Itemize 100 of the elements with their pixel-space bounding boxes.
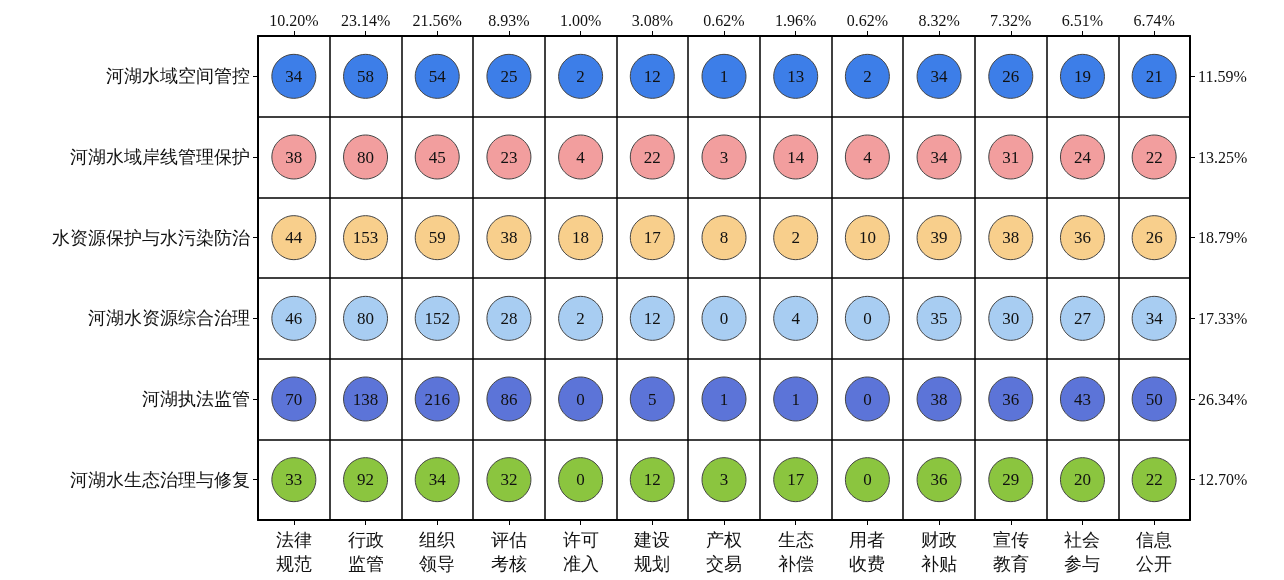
x-tick-label: 评估考核 bbox=[490, 530, 527, 574]
text: 1.00% bbox=[559, 11, 602, 29]
data-label: 44 bbox=[285, 228, 303, 248]
data-label: 34 bbox=[930, 66, 949, 86]
y-tick-label: 水资源保护与水污染防治 bbox=[52, 227, 250, 248]
data-label: 18 bbox=[572, 228, 590, 248]
data-label: 43 bbox=[1073, 389, 1091, 409]
data-label: 35 bbox=[930, 308, 948, 328]
data-label: 27 bbox=[1073, 308, 1092, 328]
data-label: 14 bbox=[787, 147, 805, 167]
y-tick-label: 河湖水域空间管控 bbox=[106, 66, 250, 87]
data-label: 22 bbox=[1145, 470, 1163, 490]
x-tick-label: 财政补贴 bbox=[921, 530, 958, 574]
data-label: 34 bbox=[285, 66, 303, 86]
data-label: 22 bbox=[643, 147, 661, 167]
y2-tick-label: 11.59% bbox=[1198, 67, 1247, 85]
x-tick-label: 生态补偿 bbox=[777, 530, 814, 574]
data-label: 70 bbox=[285, 389, 303, 409]
data-label: 0 bbox=[863, 389, 872, 409]
y-tick-label: 河湖水域岸线管理保护 bbox=[70, 147, 250, 167]
data-label: 33 bbox=[285, 470, 303, 490]
x-tick-label: 组织领导 bbox=[419, 530, 456, 574]
data-label: 26 bbox=[1002, 66, 1020, 86]
data-label: 38 bbox=[930, 389, 948, 409]
data-label: 39 bbox=[930, 228, 948, 248]
data-label: 36 bbox=[930, 470, 948, 490]
data-label: 17 bbox=[787, 470, 805, 490]
data-label: 13 bbox=[787, 66, 805, 86]
text: 21.56% bbox=[412, 11, 462, 29]
data-label: 21 bbox=[1145, 66, 1163, 86]
text: 1.96% bbox=[775, 11, 817, 29]
data-label: 30 bbox=[1002, 308, 1020, 328]
y2-tick-label: 26.34% bbox=[1198, 390, 1248, 408]
data-label: 19 bbox=[1073, 66, 1091, 86]
data-label: 3 bbox=[719, 147, 729, 167]
x-tick-label: 用者收费 bbox=[849, 530, 886, 574]
data-label: 36 bbox=[1073, 228, 1091, 248]
text: 23.14% bbox=[340, 11, 391, 29]
data-label: 10 bbox=[858, 228, 876, 248]
text: 6.51% bbox=[1061, 11, 1104, 29]
data-label: 26 bbox=[1145, 228, 1163, 248]
data-label: 38 bbox=[285, 147, 303, 167]
x-tick-label: 信息公开 bbox=[1136, 530, 1173, 574]
y2-tick-label: 12.70% bbox=[1198, 471, 1248, 489]
data-label: 2 bbox=[791, 228, 800, 248]
data-label: 34 bbox=[1145, 308, 1164, 328]
data-label: 80 bbox=[357, 308, 375, 328]
data-label: 23 bbox=[500, 147, 518, 167]
data-label: 4 bbox=[576, 147, 586, 167]
text: 7.32% bbox=[990, 11, 1032, 29]
data-label: 12 bbox=[643, 470, 661, 490]
data-label: 46 bbox=[285, 308, 303, 328]
data-label: 34 bbox=[930, 147, 949, 167]
data-label: 2 bbox=[576, 308, 585, 328]
data-label: 29 bbox=[1002, 470, 1020, 490]
data-label: 54 bbox=[428, 66, 447, 86]
data-label: 138 bbox=[352, 389, 379, 409]
data-label: 45 bbox=[428, 147, 446, 167]
data-label: 31 bbox=[1002, 147, 1020, 167]
x-tick-label: 社会参与 bbox=[1064, 530, 1101, 574]
y-tick-label: 河湖水生态治理与修复 bbox=[70, 469, 250, 490]
data-label: 25 bbox=[500, 66, 518, 86]
text: 0.62% bbox=[703, 11, 745, 29]
y2-tick-label: 18.79% bbox=[1198, 229, 1248, 247]
x-tick-label: 法律规范 bbox=[275, 530, 312, 574]
data-label: 22 bbox=[1145, 147, 1163, 167]
x-tick-label: 许可准入 bbox=[562, 530, 599, 574]
data-label: 38 bbox=[500, 228, 518, 248]
y2-tick-label: 13.25% bbox=[1198, 148, 1248, 166]
y-tick-label: 河湖执法监管 bbox=[142, 389, 250, 409]
data-label: 3 bbox=[719, 470, 729, 490]
data-label: 0 bbox=[576, 389, 585, 409]
data-label: 0 bbox=[719, 308, 729, 328]
data-label: 153 bbox=[352, 228, 379, 248]
y2-tick-label: 17.33% bbox=[1198, 309, 1248, 327]
x-tick-label: 宣传教育 bbox=[992, 530, 1029, 574]
data-label: 216 bbox=[424, 389, 450, 409]
data-label: 12 bbox=[643, 66, 661, 86]
data-label: 1 bbox=[791, 389, 800, 409]
text: 10.20% bbox=[269, 11, 319, 29]
data-label: 0 bbox=[576, 470, 585, 490]
text: 8.93% bbox=[488, 11, 530, 29]
data-label: 2 bbox=[576, 66, 585, 86]
data-label: 152 bbox=[424, 308, 450, 328]
text: 0.62% bbox=[846, 11, 889, 29]
data-label: 58 bbox=[357, 66, 375, 86]
data-label: 2 bbox=[863, 66, 872, 86]
data-label: 17 bbox=[643, 228, 662, 248]
data-label: 28 bbox=[500, 308, 518, 328]
data-label: 38 bbox=[1002, 228, 1020, 248]
data-label: 80 bbox=[357, 147, 375, 167]
data-label: 50 bbox=[1145, 389, 1163, 409]
text: 6.74% bbox=[1133, 11, 1175, 29]
data-label: 4 bbox=[863, 147, 873, 167]
data-label: 59 bbox=[428, 228, 446, 248]
data-label: 86 bbox=[500, 389, 518, 409]
data-label: 8 bbox=[719, 228, 729, 248]
data-label: 92 bbox=[357, 470, 375, 490]
data-label: 5 bbox=[648, 389, 657, 409]
data-label: 4 bbox=[791, 308, 801, 328]
